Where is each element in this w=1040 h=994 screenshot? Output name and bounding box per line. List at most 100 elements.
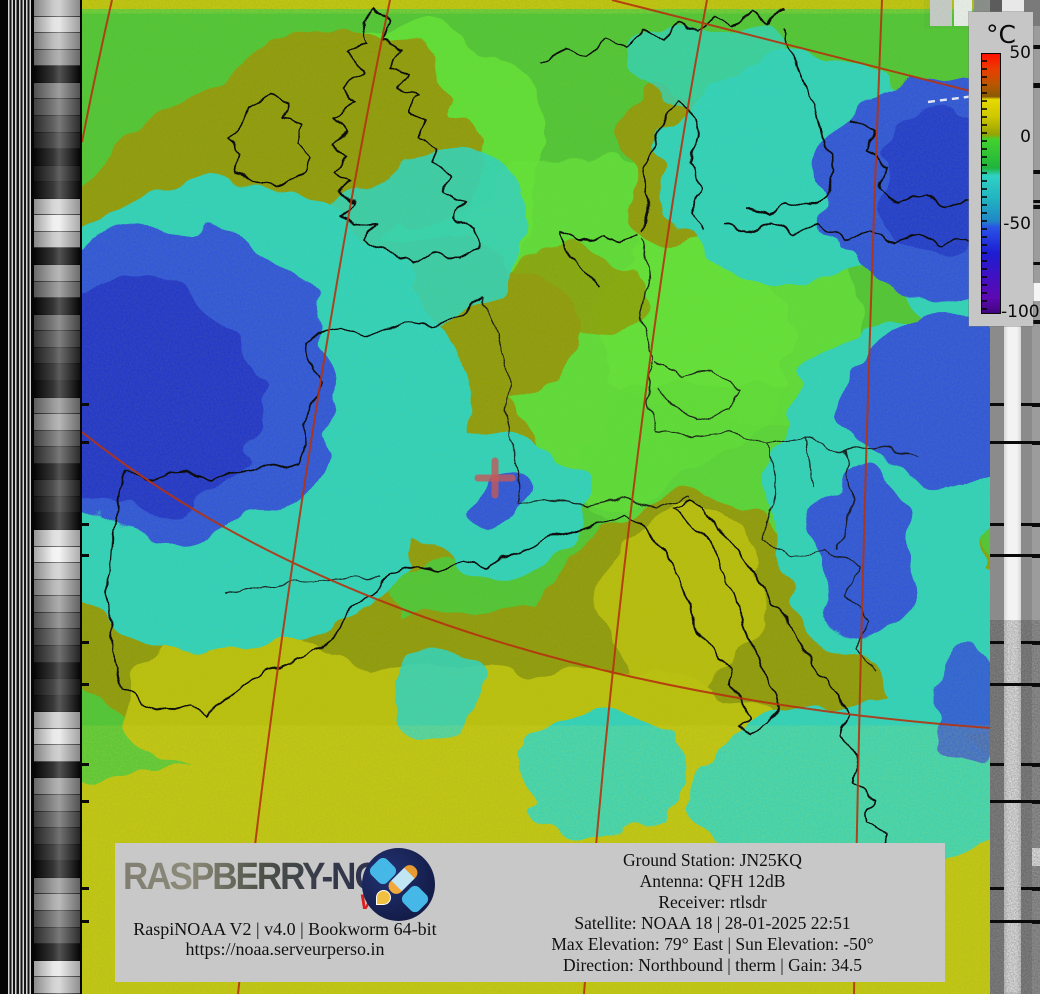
- telemetry-wedge: [34, 463, 80, 481]
- telemetry-wedge: [34, 844, 80, 862]
- telemetry-sync-line: [990, 683, 1040, 686]
- telemetry-wedge: [34, 513, 80, 530]
- pass-info-line: Satellite: NOAA 18 | 28-01-2025 22:51: [574, 913, 851, 933]
- telemetry-wedge: [34, 99, 80, 116]
- telemetry-wedge: [34, 298, 80, 315]
- telemetry-wedge: [34, 795, 80, 812]
- telemetry-wedge: [34, 149, 80, 166]
- telemetry-wedge: [34, 761, 80, 779]
- telemetry-wedge: [34, 910, 80, 928]
- telemetry-wedge: [34, 546, 80, 564]
- telemetry-sync-line: [990, 887, 1004, 890]
- country-borders: [227, 237, 919, 673]
- telemetry-wedge: [34, 33, 80, 50]
- telemetry-wedge: [34, 82, 80, 100]
- telemetry-sync-line: [990, 523, 1004, 526]
- telemetry-sync-line: [1021, 763, 1040, 766]
- telemetry-wedge: [34, 960, 80, 978]
- telemetry-wedge: [34, 165, 80, 183]
- telemetry-wedge: [34, 679, 80, 696]
- telemetry-wedge: [34, 579, 80, 597]
- telemetry-wedge: [34, 894, 80, 911]
- satellite-dish-icon: [376, 890, 391, 905]
- telemetry-wedge: [34, 66, 80, 83]
- telemetry-wedge: [34, 811, 80, 829]
- telemetry-wedge: [34, 314, 80, 332]
- pass-info-line: Receiver: rtlsdr: [658, 892, 767, 912]
- pass-info-line: Direction: Northbound | therm | Gain: 34…: [562, 955, 863, 975]
- telemetry-wedge: [34, 662, 80, 680]
- right-strip-noise: [990, 620, 1040, 994]
- telemetry-sync-line: [990, 554, 1040, 557]
- satellite-logo-icon: [362, 848, 435, 921]
- telemetry-wedge: [34, 447, 80, 464]
- legend-tick-label: -50: [1003, 214, 1031, 235]
- station-url: https://noaa.serveurperso.in: [185, 939, 385, 959]
- map-edge-ticks: [82, 403, 89, 923]
- ground-station-marker: [474, 457, 516, 499]
- telemetry-wedge: [34, 347, 80, 365]
- telemetry-sync-line: [1021, 641, 1040, 644]
- telemetry-wedge: [34, 877, 80, 895]
- telemetry-wedge: [34, 430, 80, 448]
- telemetry-wedge: [34, 231, 80, 249]
- telemetry-wedge: [34, 645, 80, 663]
- pass-info-line: Max Elevation: 79° East | Sun Elevation:…: [551, 934, 874, 954]
- telemetry-wedge: [34, 248, 80, 265]
- telemetry-wedge: [34, 530, 80, 547]
- telemetry-wedge: [34, 132, 80, 150]
- telemetry-wedge: [34, 265, 80, 282]
- legend-tick-label: 0: [1020, 126, 1031, 147]
- legend-tick-label: 50: [1009, 43, 1031, 63]
- telemetry-wedge: [34, 695, 80, 713]
- telemetry-wedge: [34, 480, 80, 497]
- telemetry-sync-line: [990, 641, 1004, 644]
- telemetry-sync-line: [990, 920, 1040, 923]
- telemetry-wedge: [34, 745, 80, 762]
- telemetry-wedge: [34, 977, 80, 994]
- telemetry-wedge: [34, 612, 80, 630]
- coastlines: [107, 7, 987, 867]
- telemetry-wedge: [34, 331, 80, 348]
- legend-tick-label: -100: [1001, 302, 1040, 322]
- telemetry-wedge: [34, 712, 80, 729]
- telemetry-wedge: [34, 828, 80, 845]
- minute-tick: [1032, 205, 1040, 209]
- telemetry-wedge: [34, 563, 80, 580]
- telemetry-sync-line: [1021, 403, 1040, 406]
- telemetry-wedge: [34, 629, 80, 646]
- temperature-legend-panel: °C 50 0 -50 -100: [969, 12, 1040, 326]
- temperature-colorbar: [981, 53, 1001, 314]
- ruler-white-segment: [1032, 283, 1040, 301]
- telemetry-wedge: [34, 414, 80, 431]
- telemetry-sync-line: [990, 441, 1040, 444]
- telemetry-wedge: [34, 281, 80, 299]
- grain-top: [82, 0, 990, 12]
- telemetry-wedge: [34, 0, 80, 17]
- telemetry-wedge: [34, 927, 80, 945]
- graticule-lines: [82, 0, 990, 994]
- telemetry-wedge: [34, 198, 80, 216]
- telemetry-sync-line: [990, 800, 1040, 803]
- minute-tick: [1032, 170, 1040, 174]
- telemetry-wedge: [34, 182, 80, 199]
- telemetry-wedge: [34, 16, 80, 34]
- legend-unit-label: °C: [986, 20, 1016, 49]
- telemetry-wedge: [34, 728, 80, 746]
- capture-info-panel: RASPBERRY-NOAA V2 RaspiNOAA V2 | v4.0 | …: [115, 843, 945, 982]
- telemetry-wedge: [34, 397, 80, 415]
- telemetry-wedge: [34, 861, 80, 878]
- telemetry-sync-line: [990, 403, 1004, 406]
- telemetry-wedge: [34, 49, 80, 67]
- branding-block: RASPBERRY-NOAA V2 RaspiNOAA V2 | v4.0 | …: [115, 843, 475, 982]
- telemetry-sync-line: [1021, 523, 1040, 526]
- telemetry-sync-line: [1021, 887, 1040, 890]
- telemetry-wedge: [34, 380, 80, 398]
- telemetry-wedge: [34, 496, 80, 514]
- thermal-map-europe: [82, 0, 990, 994]
- telemetry-sync-line: [990, 763, 1004, 766]
- minute-tick: [1032, 320, 1040, 324]
- telemetry-wedges: [34, 0, 80, 994]
- software-version-line: RaspiNOAA V2 | v4.0 | Bookworm 64-bit: [133, 919, 437, 939]
